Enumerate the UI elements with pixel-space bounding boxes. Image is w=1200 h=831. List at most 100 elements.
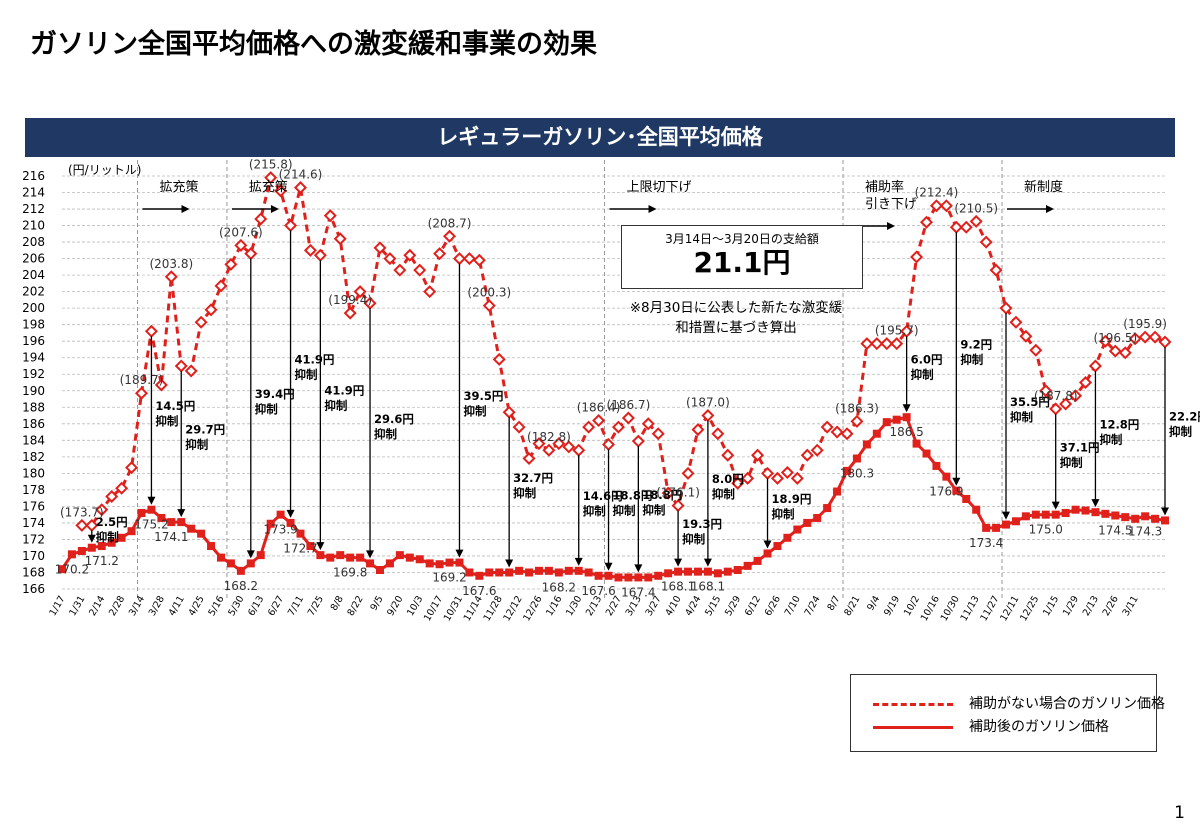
suppression-label: 抑制 bbox=[255, 402, 278, 416]
data-point-no-subsidy bbox=[244, 247, 258, 261]
data-point-no-subsidy bbox=[1098, 334, 1112, 348]
legend-dashed-line-icon bbox=[873, 703, 953, 706]
suppression-arrowhead bbox=[246, 550, 255, 559]
data-point-no-subsidy bbox=[403, 248, 417, 262]
suppression-label: 18.8円 bbox=[642, 488, 682, 502]
y-tick-label: 192 bbox=[22, 367, 45, 381]
data-point-no-subsidy bbox=[631, 434, 645, 448]
suppression-label: 抑制 bbox=[642, 503, 665, 517]
x-tick-label: 9/19 bbox=[882, 594, 902, 618]
legend-label-with-subsidy: 補助後のガソリン価格 bbox=[969, 719, 1109, 735]
data-point-no-subsidy bbox=[115, 481, 129, 495]
data-point-with-subsidy bbox=[982, 523, 991, 532]
chart-annotations: 拡充策 拡充策 上限切下げ 補助率引き下げ新制度2.5円抑制14.5円抑制29.7円抑… bbox=[55, 158, 1200, 600]
data-point-no-subsidy bbox=[1039, 384, 1053, 398]
data-point-no-subsidy bbox=[989, 263, 1003, 277]
data-point-no-subsidy bbox=[920, 215, 934, 229]
price-label-with-subsidy: 169.8 bbox=[333, 566, 367, 580]
data-point-with-subsidy bbox=[127, 527, 136, 536]
y-tick-label: 212 bbox=[22, 202, 45, 216]
legend-item-no-subsidy: 補助がない場合のガソリン価格 bbox=[851, 693, 1165, 715]
x-tick-label: 6/27 bbox=[266, 594, 286, 618]
y-tick-label: 184 bbox=[22, 433, 45, 447]
data-point-no-subsidy bbox=[333, 232, 347, 246]
price-label-with-subsidy: 168.1 bbox=[691, 580, 725, 594]
data-point-no-subsidy bbox=[1128, 332, 1142, 346]
phase-arrowhead bbox=[1046, 205, 1055, 213]
suppression-label: 39.4円 bbox=[255, 387, 295, 401]
data-point-with-subsidy bbox=[197, 529, 206, 538]
data-point-no-subsidy bbox=[194, 315, 208, 329]
phase-label: 補助率 bbox=[865, 179, 904, 195]
data-point-no-subsidy bbox=[125, 461, 139, 475]
suppression-label: 41.9円 bbox=[324, 384, 364, 398]
suppression-arrowhead bbox=[87, 534, 96, 543]
price-label-no-subsidy: (186.3) bbox=[835, 401, 879, 415]
x-tick-label: 1/16 bbox=[544, 594, 564, 618]
data-point-with-subsidy bbox=[375, 566, 384, 575]
suppression-label: 35.5円 bbox=[1010, 395, 1050, 409]
suppression-arrowhead bbox=[634, 564, 643, 573]
data-point-no-subsidy bbox=[969, 214, 983, 228]
data-point-with-subsidy bbox=[922, 449, 931, 458]
data-point-with-subsidy bbox=[703, 567, 712, 576]
x-tick-label: 4/11 bbox=[167, 594, 187, 618]
suppression-label: 抑制 bbox=[583, 504, 606, 518]
data-point-no-subsidy bbox=[1059, 397, 1073, 411]
data-point-no-subsidy bbox=[731, 476, 745, 490]
data-point-with-subsidy bbox=[475, 571, 484, 580]
x-tick-label: 12/12 bbox=[501, 594, 524, 623]
data-point-no-subsidy bbox=[264, 171, 278, 185]
suppression-arrowhead bbox=[1051, 501, 1060, 510]
price-label-with-subsidy: 171.2 bbox=[85, 554, 119, 568]
y-axis-labels: 166 168 170 172 174 176 178 180 182 184 186 188 190 1… bbox=[22, 163, 141, 596]
price-label-no-subsidy: (207.6) bbox=[219, 225, 263, 239]
data-point-with-subsidy bbox=[534, 566, 543, 575]
y-tick-label: 196 bbox=[22, 334, 45, 348]
data-point-with-subsidy bbox=[1121, 513, 1130, 522]
data-point-with-subsidy bbox=[763, 549, 772, 558]
data-point-with-subsidy bbox=[425, 559, 434, 568]
data-point-with-subsidy bbox=[276, 510, 285, 519]
x-tick-label: 10/30 bbox=[939, 594, 962, 623]
x-tick-label: 7/24 bbox=[803, 594, 823, 618]
data-point-with-subsidy bbox=[544, 566, 553, 575]
suppression-arrowhead bbox=[1091, 499, 1100, 508]
suppression-arrowhead bbox=[366, 550, 375, 559]
data-point-with-subsidy bbox=[177, 518, 186, 527]
data-point-no-subsidy bbox=[363, 296, 377, 310]
data-point-with-subsidy bbox=[306, 542, 315, 551]
x-tick-label: 1/31 bbox=[67, 594, 87, 618]
x-tick-label: 5/16 bbox=[206, 594, 226, 618]
data-point-with-subsidy bbox=[1021, 512, 1030, 521]
data-point-with-subsidy bbox=[813, 513, 822, 522]
data-point-with-subsidy bbox=[515, 566, 524, 575]
price-label-no-subsidy: (186.4) bbox=[577, 400, 621, 414]
data-point-with-subsidy bbox=[67, 550, 76, 559]
data-point-with-subsidy bbox=[1091, 508, 1100, 517]
price-label-with-subsidy: 169.2 bbox=[432, 571, 466, 585]
y-tick-label: 174 bbox=[22, 516, 45, 530]
data-point-no-subsidy bbox=[949, 220, 963, 234]
data-point-with-subsidy bbox=[723, 567, 732, 576]
data-point-no-subsidy bbox=[761, 466, 775, 480]
data-point-no-subsidy bbox=[1019, 329, 1033, 343]
price-label-with-subsidy: 174.5 bbox=[1098, 523, 1132, 537]
x-tick-label: 11/14 bbox=[462, 594, 485, 623]
data-point-with-subsidy bbox=[743, 561, 752, 570]
x-tick-label: 8/22 bbox=[346, 594, 366, 618]
data-point-with-subsidy bbox=[952, 486, 961, 495]
suppression-label: 抑制 bbox=[463, 404, 486, 418]
data-point-no-subsidy bbox=[830, 425, 844, 439]
data-point-no-subsidy bbox=[393, 263, 407, 277]
price-label-no-subsidy: (195.7) bbox=[875, 324, 919, 338]
data-point-with-subsidy bbox=[644, 573, 653, 582]
data-point-with-subsidy bbox=[505, 568, 514, 577]
y-tick-label: 166 bbox=[22, 582, 45, 596]
suppression-label: 8.0円 bbox=[712, 472, 744, 486]
data-point-no-subsidy bbox=[1158, 335, 1172, 349]
data-point-no-subsidy bbox=[532, 437, 546, 451]
data-point-with-subsidy bbox=[525, 568, 534, 577]
chart-banner: レギュラーガソリン･全国平均価格 bbox=[25, 118, 1175, 157]
